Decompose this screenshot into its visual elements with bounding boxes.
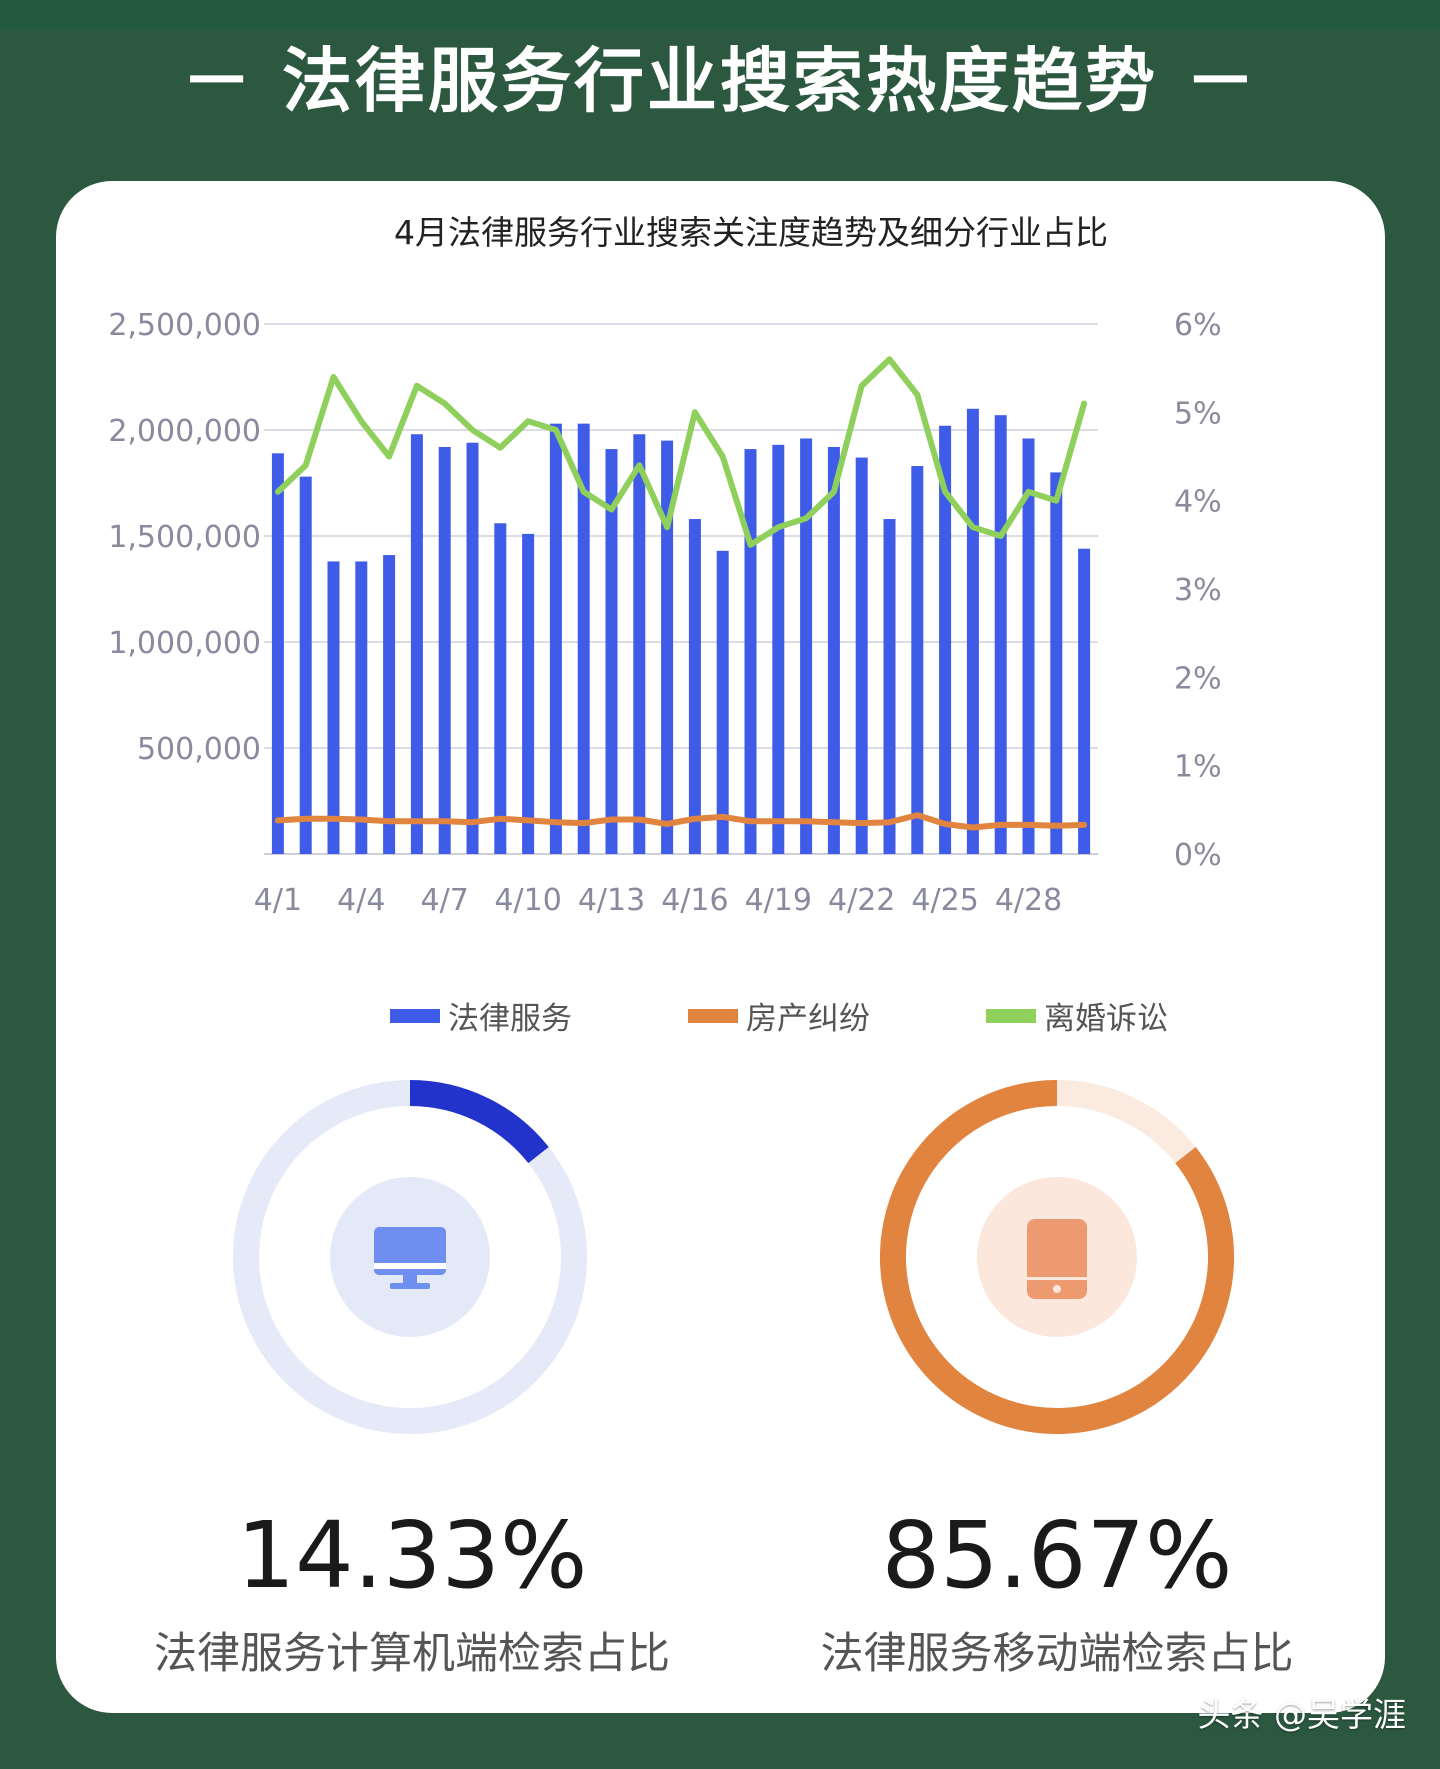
bar-4/15 [661,440,674,854]
bar-4/19 [772,444,785,854]
x-tick-label: 4/1 [254,883,302,918]
y-left-tick-label: 500,000 [137,732,261,767]
bar-4/8 [466,442,479,854]
bar-4/9 [494,523,507,854]
donut-value-arc [880,1080,1234,1434]
y-right-tick-label: 0% [1174,838,1222,873]
axes: 500,000 1,000,000 1,500,000 2,000,000 2,500,… [108,308,1221,918]
line-房产纠纷 [274,812,1088,831]
bar-4/17 [716,550,729,854]
mobile-share-label: 法律服务移动端检索占比 [820,1629,1294,1679]
bar-4/24 [911,466,924,854]
bar-4/25 [939,425,952,854]
page-title: － 法律服务行业搜索热度趋势 － [181,40,1259,122]
x-tick-label: 4/25 [911,883,978,918]
bar-4/11 [549,423,562,854]
y-right-tick-label: 2% [1174,661,1222,696]
legend-label: 离婚诉讼 [1044,1001,1168,1037]
bar-4/27 [994,415,1007,854]
grid-lines [264,323,1098,855]
bar-4/1 [271,453,284,854]
x-tick-label: 4/16 [661,883,728,918]
chart-legend: 法律服务 房产纠纷 离婚诉讼 [56,993,1385,1043]
bar-4/5 [383,555,396,854]
legend-item-法律服务: 法律服务 [390,993,572,1038]
bar-4/22 [855,457,868,854]
watermark: 头条 @吴学涯 [1197,1695,1407,1734]
x-tick-label: 4/19 [745,883,812,918]
legend-swatch [390,1008,440,1023]
bar-4/6 [410,434,423,854]
chart-card: 4月法律服务行业搜索关注度趋势及细分行业占比 500,000 1,000,000 1… [56,181,1385,1713]
legend-item-离婚诉讼: 离婚诉讼 [986,993,1168,1038]
bar-4/21 [827,446,840,854]
y-left-tick-label: 2,500,000 [108,308,261,343]
combo-chart: 4月法律服务行业搜索关注度趋势及细分行业占比 500,000 1,000,000 1… [108,213,1221,918]
desktop-share-donut [233,1080,587,1434]
bar-4/16 [688,519,701,854]
legend-label: 法律服务 [448,1001,572,1037]
desktop-share-value: 14.33% [236,1502,588,1609]
bar-4/23 [883,519,896,854]
bar-4/3 [327,561,340,854]
bar-4/4 [355,561,368,854]
bar-4/7 [438,446,451,854]
y-right-tick-label: 5% [1174,396,1222,431]
desktop-monitor-icon [374,1227,446,1289]
bar-4/13 [605,449,618,854]
line-离婚诉讼 [274,356,1088,548]
bar-4/20 [800,438,813,854]
legend-label: 房产纠纷 [746,1001,870,1037]
x-tick-label: 4/4 [337,883,385,918]
donut-value-arc [409,1080,549,1164]
bar-4/18 [744,449,757,854]
desktop-share-label: 法律服务计算机端检索占比 [154,1629,670,1679]
x-tick-label: 4/22 [828,883,895,918]
legend-item-房产纠纷: 房产纠纷 [688,993,870,1038]
bar-4/29 [1050,472,1063,854]
line-series [274,356,1088,831]
legend-swatch [986,1008,1036,1023]
bar-4/10 [522,533,535,854]
bar-series-法律服务 [271,408,1091,854]
y-right-tick-label: 3% [1174,573,1222,608]
mobile-phone-icon [1027,1219,1087,1299]
x-tick-label: 4/13 [578,883,645,918]
x-tick-label: 4/10 [494,883,561,918]
bar-4/28 [1022,438,1035,854]
y-right-tick-label: 4% [1174,485,1222,520]
mobile-share-value: 85.67% [881,1502,1233,1609]
y-left-tick-label: 1,000,000 [108,626,261,661]
y-right-tick-label: 1% [1174,750,1222,785]
bar-4/30 [1078,548,1091,854]
y-left-tick-label: 2,000,000 [108,414,261,449]
x-tick-label: 4/7 [421,883,469,918]
chart-title: 4月法律服务行业搜索关注度趋势及细分行业占比 [394,213,1108,252]
legend-swatch [688,1008,738,1023]
top-band [0,0,1440,30]
bar-4/26 [966,408,979,854]
y-right-tick-label: 6% [1174,308,1222,343]
bar-4/14 [633,434,646,854]
y-left-tick-label: 1,500,000 [108,520,261,555]
mobile-share-donut [880,1080,1234,1434]
x-tick-label: 4/28 [995,883,1062,918]
bar-4/2 [299,476,312,854]
bar-4/12 [577,423,590,854]
